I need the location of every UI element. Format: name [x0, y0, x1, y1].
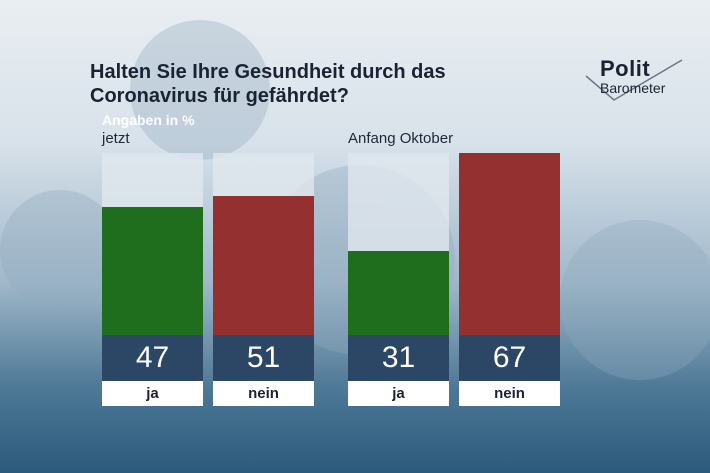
- chart-title: Halten Sie Ihre Gesundheit durch das Cor…: [90, 61, 446, 107]
- bar-nein: [459, 153, 560, 335]
- category-label: nein: [459, 381, 560, 406]
- group-label-jetzt: jetzt: [102, 130, 130, 147]
- category-label: ja: [348, 381, 449, 406]
- data-label: 67: [459, 335, 560, 381]
- checkmark-icon: [585, 59, 683, 101]
- category-label: ja: [102, 381, 203, 406]
- logo-line2: Barometer: [600, 80, 666, 96]
- group-label-oktober: Anfang Oktober: [348, 130, 454, 147]
- data-label: 51: [213, 335, 314, 381]
- bar-nein: [213, 196, 314, 335]
- category-label: nein: [213, 381, 314, 406]
- bar-track: [102, 153, 203, 335]
- politbarometer-logo: Polit Barometer: [584, 56, 688, 102]
- data-label: 47: [102, 335, 203, 381]
- logo-line1: Polit: [600, 56, 651, 81]
- bar-track: [213, 153, 314, 335]
- bar-ja: [102, 207, 203, 335]
- bar-track: [348, 153, 449, 335]
- bar-track: [459, 153, 560, 335]
- unit-label: Angaben in %: [102, 112, 195, 128]
- data-label: 31: [348, 335, 449, 381]
- bar-ja: [348, 250, 449, 335]
